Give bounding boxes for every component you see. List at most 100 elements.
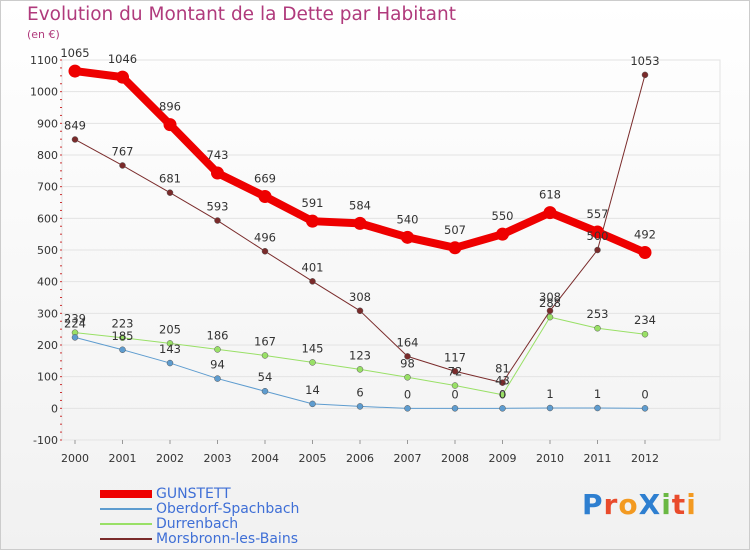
data-label: 896 — [159, 100, 181, 114]
data-label: 143 — [159, 342, 181, 356]
data-point — [261, 352, 269, 359]
data-point — [404, 374, 411, 381]
legend-item-gunstett: GUNSTETT — [100, 486, 360, 502]
data-label: 308 — [349, 290, 371, 304]
data-label: 123 — [349, 348, 371, 362]
data-label: 253 — [587, 307, 609, 321]
data-label: 1 — [546, 387, 553, 401]
data-point — [638, 246, 652, 260]
y-tick-label: -100 — [33, 434, 58, 447]
y-tick-label: 200 — [37, 339, 58, 352]
data-point — [119, 162, 126, 169]
data-point — [404, 405, 411, 412]
data-point — [594, 404, 601, 412]
data-label: 540 — [397, 212, 419, 226]
y-tick-label: 500 — [37, 244, 58, 257]
y-tick-label: 1100 — [30, 54, 58, 67]
data-point — [309, 278, 316, 285]
data-label: 500 — [587, 229, 609, 243]
data-point — [309, 359, 316, 366]
data-point — [591, 225, 604, 239]
x-tick-label: 2005 — [299, 452, 327, 465]
data-label: 72 — [448, 365, 463, 379]
data-label: 185 — [112, 329, 134, 343]
x-tick-label: 2009 — [489, 452, 517, 465]
data-point — [71, 136, 79, 143]
data-point — [353, 216, 367, 230]
legend-swatch — [100, 490, 152, 498]
data-point — [499, 391, 506, 398]
data-label: 591 — [302, 196, 324, 210]
data-label: 308 — [539, 290, 561, 304]
data-label: 1 — [594, 387, 601, 401]
data-point — [451, 382, 459, 389]
data-label: 550 — [492, 209, 514, 223]
data-label: 6 — [356, 385, 363, 399]
data-point — [119, 346, 126, 353]
y-tick-label: 0 — [51, 402, 58, 415]
data-label: 81 — [495, 362, 510, 376]
x-tick-label: 2004 — [251, 452, 279, 465]
x-tick-label: 2008 — [441, 452, 469, 465]
legend-swatch — [100, 508, 152, 510]
data-label: 669 — [254, 171, 276, 185]
data-label: 849 — [64, 118, 86, 132]
data-label: 584 — [349, 198, 371, 212]
data-label: 234 — [634, 313, 656, 327]
data-label: 618 — [539, 188, 561, 202]
data-label: 496 — [254, 230, 276, 244]
data-point — [258, 189, 272, 203]
data-point — [499, 379, 506, 386]
data-point — [499, 405, 506, 412]
data-point — [401, 230, 414, 244]
x-tick-label: 2003 — [204, 452, 232, 465]
logo-letter: i — [686, 488, 697, 521]
data-point — [448, 241, 462, 255]
data-point — [119, 334, 126, 341]
data-point — [166, 359, 174, 367]
data-label: 0 — [404, 387, 411, 401]
y-tick-label: 400 — [37, 276, 58, 289]
x-tick-label: 2012 — [631, 452, 659, 465]
data-label: 94 — [210, 358, 225, 372]
data-label: 117 — [444, 350, 466, 364]
data-label: 224 — [64, 316, 86, 330]
data-point — [543, 206, 557, 220]
y-tick-label: 700 — [37, 181, 58, 194]
y-tick-label: 1000 — [30, 86, 58, 99]
data-point — [546, 307, 554, 315]
logo-letter: o — [618, 488, 639, 521]
x-tick-label: 2001 — [109, 452, 137, 465]
data-label: 681 — [159, 172, 181, 186]
data-point — [214, 375, 221, 382]
data-point — [641, 405, 649, 412]
y-tick-label: 100 — [37, 371, 58, 384]
legend-label: Morsbronn-les-Bains — [156, 531, 298, 547]
data-point — [211, 166, 224, 180]
data-point — [261, 387, 269, 395]
logo-letter: r — [603, 488, 619, 521]
data-label: 401 — [302, 260, 324, 274]
data-point — [641, 71, 649, 79]
data-label: 98 — [400, 356, 415, 370]
data-label: 743 — [207, 148, 229, 162]
data-label: 1065 — [60, 46, 89, 60]
data-point — [163, 118, 177, 132]
legend-label: Durrenbach — [156, 516, 239, 532]
data-label: 1053 — [630, 54, 659, 68]
data-label: 557 — [587, 207, 609, 221]
data-point — [404, 353, 411, 360]
data-point — [496, 227, 509, 241]
data-point — [214, 346, 221, 353]
data-point — [68, 64, 82, 78]
proxiti-logo: ProXiti — [582, 488, 697, 521]
data-label: 43 — [495, 374, 510, 388]
chart-title: Evolution du Montant de la Dette par Hab… — [27, 4, 456, 25]
data-label: 164 — [397, 335, 419, 349]
data-point — [641, 330, 649, 338]
data-point — [214, 217, 221, 224]
data-label: 145 — [302, 341, 324, 355]
x-tick-label: 2010 — [536, 452, 564, 465]
data-label: 767 — [112, 144, 134, 158]
